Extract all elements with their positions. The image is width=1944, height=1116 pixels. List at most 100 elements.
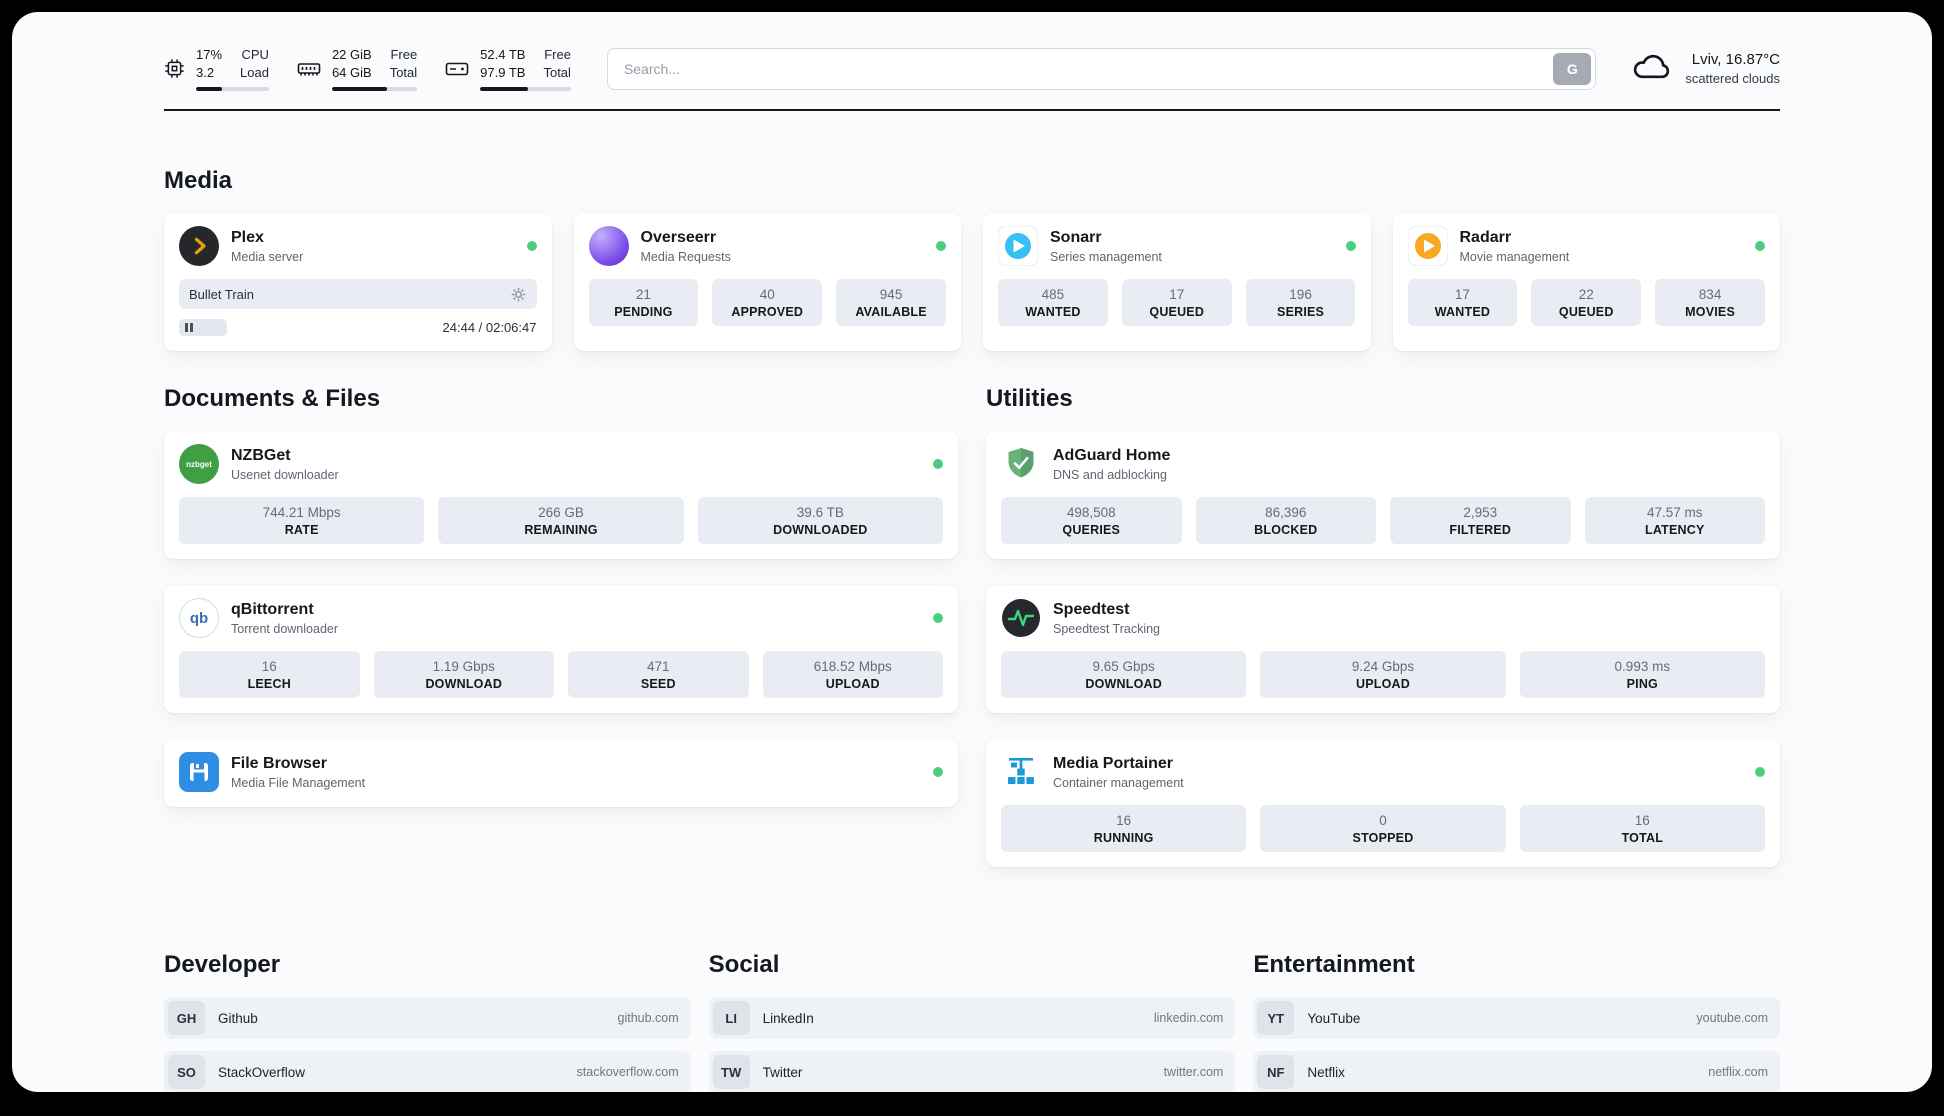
bookmark-domain: linkedin.com bbox=[1153, 1011, 1224, 1026]
sonarr-icon bbox=[998, 226, 1038, 267]
gear-icon[interactable] bbox=[510, 286, 527, 303]
app-subtitle: Speedtest Tracking bbox=[1053, 621, 1161, 636]
app-card-nzbget[interactable]: nzbget NZBGet Usenet downloader 744.21 M… bbox=[164, 431, 958, 560]
stat-upload: 9.24 Gbps UPLOAD bbox=[1260, 651, 1506, 699]
stat-stopped: 0 STOPPED bbox=[1260, 805, 1506, 853]
app-card-overseerr[interactable]: Overseerr Media Requests 21 PENDING 40 APP… bbox=[573, 213, 961, 352]
app-card-qbittorrent[interactable]: qb qBittorrent Torrent downloader 16 LEEC… bbox=[164, 585, 958, 714]
stat-blocked: 86,396 BLOCKED bbox=[1195, 497, 1376, 545]
now-playing-bar[interactable]: Bullet Train bbox=[179, 279, 537, 310]
stat-leech: 16 LEECH bbox=[179, 651, 360, 699]
ram-total-value: 64 GiB bbox=[331, 65, 372, 81]
playback-progress[interactable] bbox=[179, 319, 431, 337]
section-title-entertainment: Entertainment bbox=[1253, 951, 1415, 979]
stat-series: 196 SERIES bbox=[1245, 279, 1356, 327]
bookmark-abbr: YT bbox=[1257, 1001, 1295, 1036]
bookmark-github[interactable]: GH Github github.com bbox=[164, 997, 691, 1040]
app-subtitle: Media Requests bbox=[640, 249, 731, 264]
ram-usage-widget: 22 GiB 64 GiB Free Total bbox=[297, 46, 418, 92]
disk-usage-widget: 52.4 TB 97.9 TB Free Total bbox=[445, 46, 571, 92]
ram-icon bbox=[297, 59, 321, 79]
section-title-social: Social bbox=[708, 951, 780, 979]
status-dot bbox=[936, 241, 946, 252]
metric-label: Free bbox=[390, 47, 418, 62]
app-name: File Browser bbox=[231, 754, 328, 772]
section-developer: Developer GH Github github.com SO StackO… bbox=[164, 951, 691, 1092]
bookmark-name: YouTube bbox=[1307, 1010, 1361, 1026]
stat-upload: 618.52 Mbps UPLOAD bbox=[762, 651, 943, 699]
app-name: Media Portainer bbox=[1053, 754, 1174, 772]
bookmark-netflix[interactable]: NF Netflix netflix.com bbox=[1253, 1051, 1780, 1092]
stat-seed: 471 SEED bbox=[568, 651, 749, 699]
section-title-documents: Documents & Files bbox=[164, 385, 381, 413]
playback-time: 24:44 / 02:06:47 bbox=[442, 320, 537, 336]
bookmark-linkedin[interactable]: LI LinkedIn linkedin.com bbox=[708, 997, 1236, 1040]
app-card-plex[interactable]: Plex Media server Bullet Train bbox=[164, 213, 552, 352]
stat-downloaded: 39.6 TB DOWNLOADED bbox=[697, 497, 943, 545]
stat-total: 16 TOTAL bbox=[1519, 805, 1765, 853]
bookmark-name: StackOverflow bbox=[218, 1064, 306, 1080]
app-subtitle: Usenet downloader bbox=[231, 467, 339, 482]
cpu-usage-widget: 17% 3.2 CPU Load bbox=[164, 46, 269, 92]
stat-download: 9.65 Gbps DOWNLOAD bbox=[1001, 651, 1247, 699]
app-subtitle: Container management bbox=[1053, 775, 1184, 790]
bookmark-name: Github bbox=[218, 1010, 258, 1026]
app-subtitle: Media server bbox=[231, 249, 304, 264]
app-subtitle: Series management bbox=[1050, 249, 1162, 264]
overseerr-icon bbox=[588, 226, 629, 267]
top-bar: 17% 3.2 CPU Load bbox=[164, 46, 1780, 92]
search-engine-button[interactable]: G bbox=[1553, 52, 1592, 85]
bookmark-name: LinkedIn bbox=[762, 1010, 814, 1026]
disk-total-value: 97.9 TB bbox=[480, 65, 526, 81]
weather-location: Lviv, 16.87°C bbox=[1691, 51, 1780, 69]
status-dot bbox=[933, 459, 943, 470]
app-name: Speedtest bbox=[1053, 600, 1130, 618]
now-playing-title: Bullet Train bbox=[189, 286, 255, 302]
search-bar[interactable]: G bbox=[606, 47, 1597, 90]
bookmark-domain: netflix.com bbox=[1708, 1065, 1768, 1080]
stat-ping: 0.993 ms PING bbox=[1519, 651, 1765, 699]
app-card-adguard[interactable]: AdGuard Home DNS and adblocking 498,508 Q… bbox=[986, 431, 1780, 560]
metric-label: Total bbox=[389, 65, 418, 81]
section-utilities: Utilities AdGuard Home DNS and adblockin… bbox=[986, 385, 1780, 893]
pause-icon[interactable] bbox=[185, 323, 193, 333]
bookmark-youtube[interactable]: YT YouTube youtube.com bbox=[1253, 997, 1780, 1040]
app-subtitle: Media File Management bbox=[231, 775, 366, 790]
stat-filtered: 2,953 FILTERED bbox=[1390, 497, 1571, 545]
stat-download: 1.19 Gbps DOWNLOAD bbox=[373, 651, 554, 699]
app-card-portainer[interactable]: Media Portainer Container management 16 R… bbox=[986, 739, 1780, 868]
section-entertainment: Entertainment YT YouTube youtube.com NF … bbox=[1253, 951, 1780, 1092]
bookmark-name: Netflix bbox=[1307, 1064, 1345, 1080]
section-title-media: Media bbox=[164, 167, 233, 195]
bookmark-domain: stackoverflow.com bbox=[576, 1065, 679, 1080]
bookmark-twitter[interactable]: TW Twitter twitter.com bbox=[708, 1051, 1236, 1092]
stat-latency: 47.57 ms LATENCY bbox=[1584, 497, 1765, 545]
section-title-developer: Developer bbox=[164, 951, 281, 979]
status-dot bbox=[933, 613, 943, 624]
bookmark-domain: youtube.com bbox=[1696, 1011, 1768, 1026]
stat-approved: 40 APPROVED bbox=[712, 279, 823, 327]
stat-wanted: 485 WANTED bbox=[998, 279, 1108, 327]
disk-progress-bar bbox=[480, 87, 571, 92]
plex-icon bbox=[179, 226, 219, 267]
portainer-icon bbox=[1001, 752, 1041, 792]
stat-rate: 744.21 Mbps RATE bbox=[179, 497, 425, 545]
ram-free-value: 22 GiB bbox=[331, 47, 372, 62]
app-card-sonarr[interactable]: Sonarr Series management 485 WANTED 17 QUE… bbox=[983, 213, 1371, 352]
bookmark-abbr: LI bbox=[712, 1001, 750, 1036]
app-subtitle: DNS and adblocking bbox=[1053, 467, 1167, 482]
cpu-percent-value: 17% bbox=[196, 47, 223, 62]
bookmark-stackoverflow[interactable]: SO StackOverflow stackoverflow.com bbox=[164, 1051, 691, 1092]
stat-movies: 834 MOVIES bbox=[1655, 279, 1765, 327]
app-subtitle: Torrent downloader bbox=[231, 621, 339, 636]
app-card-speedtest[interactable]: Speedtest Speedtest Tracking 9.65 Gbps DO… bbox=[986, 585, 1780, 714]
search-input[interactable] bbox=[611, 60, 1554, 77]
app-card-radarr[interactable]: Radarr Movie management 17 WANTED 22 QUEUE… bbox=[1392, 213, 1780, 352]
stat-queries: 498,508 QUERIES bbox=[1001, 497, 1182, 545]
app-card-filebrowser[interactable]: File Browser Media File Management bbox=[164, 739, 958, 808]
disk-icon bbox=[445, 59, 469, 79]
section-documents: Documents & Files nzbget NZBGet Usenet d… bbox=[164, 385, 958, 833]
stat-pending: 21 PENDING bbox=[588, 279, 699, 327]
header-divider bbox=[164, 109, 1780, 112]
section-title-utilities: Utilities bbox=[986, 385, 1073, 413]
